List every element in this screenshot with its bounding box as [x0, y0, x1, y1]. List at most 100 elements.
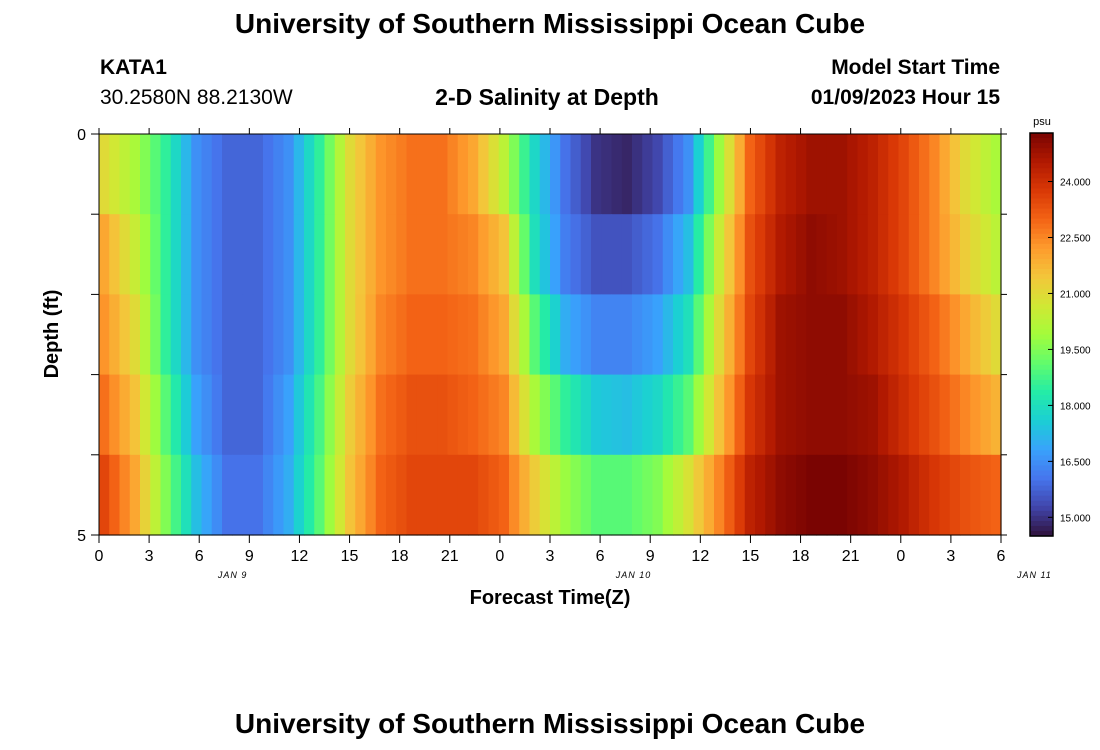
heatmap-cell — [775, 294, 787, 376]
heatmap-cell — [683, 214, 695, 295]
heatmap-cell — [242, 134, 254, 215]
heatmap-cell — [211, 294, 223, 376]
colorbar-swatch — [1030, 510, 1053, 517]
colorbar-swatch — [1030, 329, 1053, 336]
x-axis: 0 3 6 9 12 15 18 21 0 3 6 9 12 15 18 21 0 3 6 JAN 9 JAN 10 JA… — [95, 128, 1051, 580]
heatmap-cell — [396, 214, 408, 295]
heatmap-cell — [273, 134, 285, 215]
heatmap-cell — [970, 374, 982, 456]
heatmap-cell — [550, 374, 561, 456]
heatmap-cell — [109, 374, 121, 456]
colorbar-swatch — [1030, 379, 1053, 386]
heatmap-cell — [919, 294, 930, 376]
colorbar-swatch — [1030, 193, 1053, 200]
heatmap-cell — [509, 134, 520, 215]
heatmap-cell — [693, 134, 705, 215]
heatmap-cell — [119, 374, 131, 456]
station-id: KATA1 — [100, 56, 167, 79]
colorbar-swatch — [1030, 228, 1053, 235]
heatmap-cell — [949, 454, 961, 536]
heatmap-cell — [867, 294, 879, 376]
heatmap-cell — [734, 294, 746, 376]
heatmap-cell — [509, 454, 520, 536]
heatmap-cell — [498, 294, 510, 376]
heatmap-cell — [908, 454, 920, 536]
heatmap-cell — [201, 294, 213, 376]
heatmap-cell — [673, 374, 684, 456]
colorbar-swatch — [1030, 399, 1053, 406]
heatmap-cell — [724, 374, 736, 456]
heatmap-cell — [529, 134, 541, 215]
heatmap-cell — [826, 134, 838, 215]
colorbar-swatch — [1030, 243, 1053, 250]
heatmap-cell — [560, 294, 572, 376]
colorbar-swatch — [1030, 233, 1053, 240]
heatmap-cell — [642, 294, 654, 376]
heatmap-cell — [775, 214, 787, 295]
heatmap-cell — [396, 374, 408, 456]
heatmap-cell — [785, 294, 797, 376]
heatmap-cell — [929, 454, 941, 536]
colorbar-swatch — [1030, 349, 1053, 356]
colorbar-swatch — [1030, 143, 1053, 149]
heatmap-cell — [673, 454, 684, 536]
heatmap-cell — [693, 454, 705, 536]
heatmap-cell — [427, 454, 438, 536]
colorbar-swatch — [1030, 430, 1053, 436]
heatmap-cell — [703, 294, 715, 376]
colorbar-swatch — [1030, 445, 1053, 451]
heatmap-cell — [170, 134, 182, 215]
heatmap-cell — [314, 374, 326, 456]
heatmap-cell — [416, 134, 428, 215]
heatmap-cell — [826, 214, 838, 295]
colorbar-swatch — [1030, 455, 1053, 462]
heatmap-cell — [867, 374, 879, 456]
heatmap-cell — [283, 374, 295, 456]
heatmap-cell — [662, 374, 674, 456]
heatmap-cell — [437, 294, 449, 376]
heatmap-cell — [150, 294, 162, 376]
heatmap-cell — [642, 134, 654, 215]
heatmap-cell — [785, 374, 797, 456]
heatmap-cell — [181, 294, 192, 376]
heatmap-cell — [242, 214, 254, 295]
heatmap-cell — [601, 294, 613, 376]
heatmap-cell — [355, 134, 367, 215]
heatmap-cell — [611, 134, 623, 215]
date-label: JAN 10 — [615, 570, 652, 580]
heatmap-cell — [550, 294, 561, 376]
heatmap-cell — [406, 294, 418, 376]
heatmap-cell — [283, 214, 295, 295]
heatmap-cell — [160, 214, 172, 295]
heatmap-cell — [181, 134, 192, 215]
heatmap-cell — [334, 294, 346, 376]
heatmap-cell — [878, 454, 889, 536]
heatmap-cell — [980, 454, 992, 536]
heatmap-cell — [826, 374, 838, 456]
heatmap-cell — [826, 294, 838, 376]
x-tick-label: 21 — [441, 548, 459, 565]
heatmap-cell — [314, 454, 326, 536]
heatmap-cell — [252, 454, 264, 536]
heatmap-cell — [652, 374, 664, 456]
heatmap-cell — [919, 374, 930, 456]
heatmap-cell — [273, 454, 285, 536]
heatmap-cell — [703, 374, 715, 456]
heatmap-cell — [580, 454, 592, 536]
salinity-chart: 0 3 6 9 12 15 18 21 0 3 6 9 12 15 18 21 0 3 6 JAN 9 JAN 10 JA… — [41, 116, 1091, 609]
heatmap-cell — [990, 454, 1002, 536]
heatmap-cell — [744, 374, 756, 456]
heatmap-cell — [396, 294, 408, 376]
heatmap-cell — [560, 374, 572, 456]
heatmap-cell — [857, 454, 869, 536]
heatmap-cell — [181, 214, 192, 295]
heatmap-cell — [150, 454, 162, 536]
heatmap-cell — [334, 134, 346, 215]
heatmap-cell — [375, 294, 387, 376]
heatmap-cell — [785, 214, 797, 295]
heatmap-cell — [355, 214, 367, 295]
heatmap-cell — [601, 374, 613, 456]
heatmap-cell — [478, 134, 490, 215]
heatmap-cell — [662, 294, 674, 376]
heatmap-cell — [806, 294, 818, 376]
